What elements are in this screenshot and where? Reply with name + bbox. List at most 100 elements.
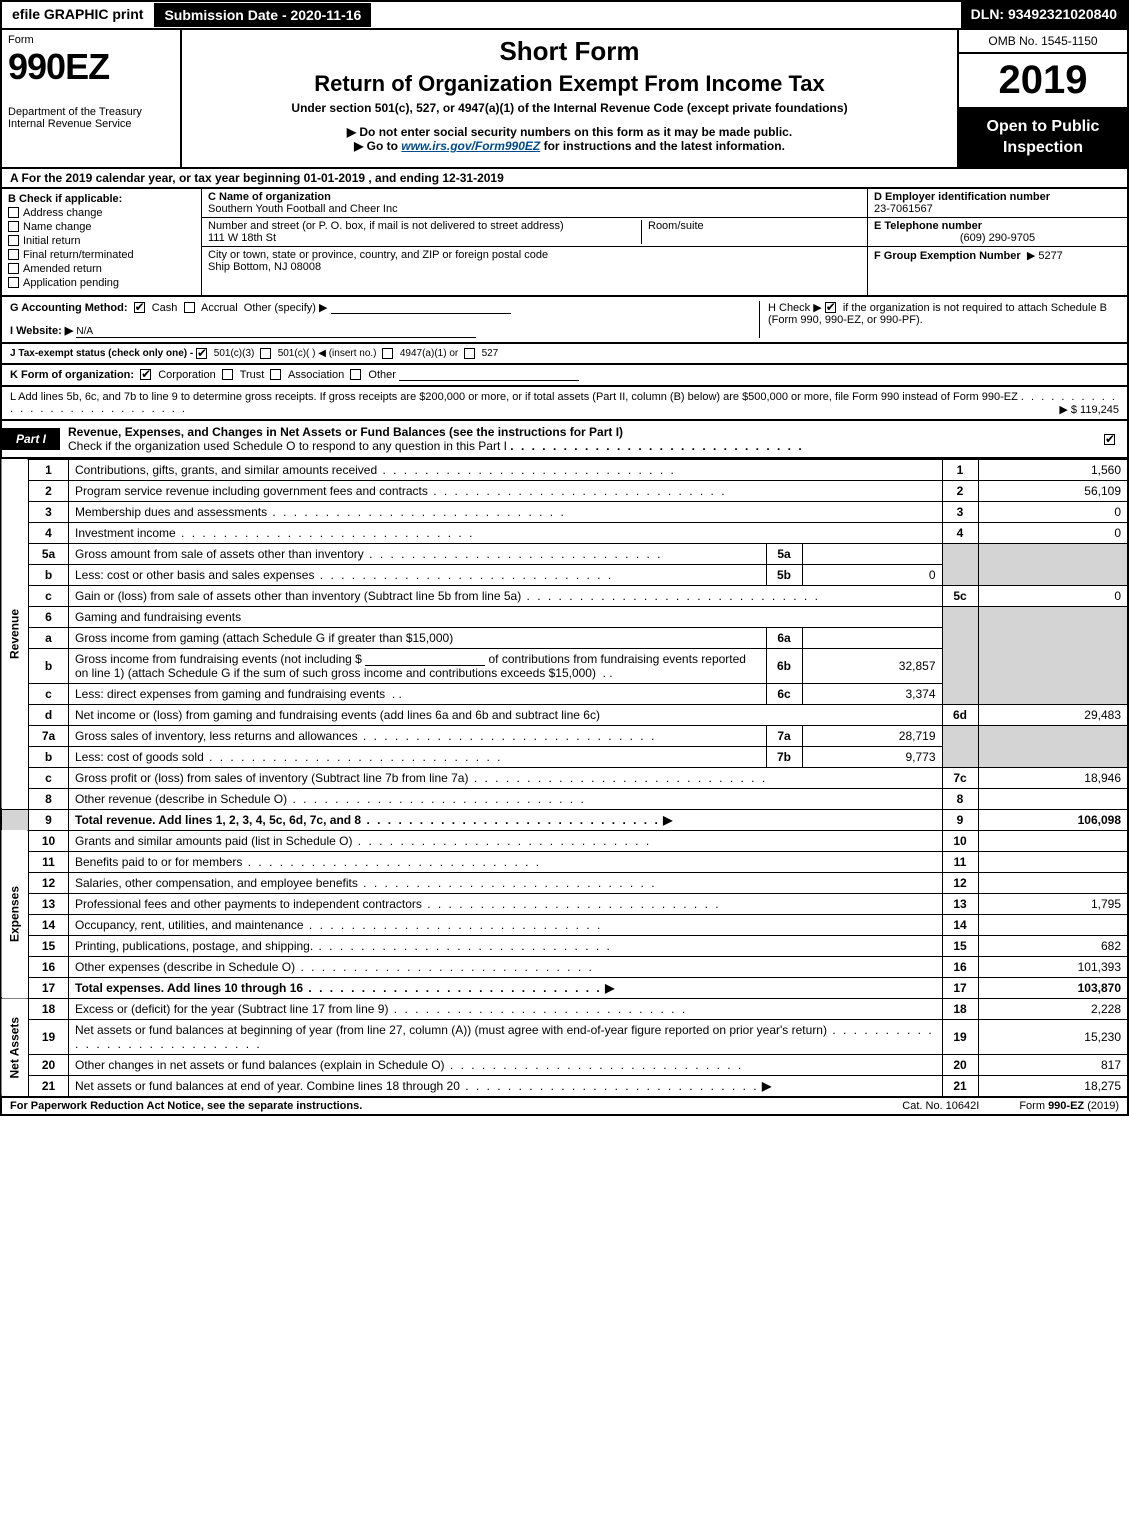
line-2-value: 56,109 [978, 480, 1128, 501]
other-method-field[interactable] [331, 313, 511, 314]
part1-header: Part I Revenue, Expenses, and Changes in… [0, 421, 1129, 459]
part1-table: Revenue 1 Contributions, gifts, grants, … [0, 459, 1129, 1098]
checkbox-501c[interactable] [260, 348, 271, 359]
org-name-value: Southern Youth Football and Cheer Inc [208, 203, 861, 215]
line-7b-value: 9,773 [802, 746, 942, 767]
line-6d-value: 29,483 [978, 704, 1128, 725]
omb-label: OMB No. 1545-1150 [959, 30, 1127, 54]
header-left: Form 990EZ Department of the Treasury In… [2, 30, 182, 167]
org-info-block: B Check if applicable: Address change Na… [0, 189, 1129, 297]
section-b-label: B Check if applicable: [8, 193, 195, 205]
efile-print-label[interactable]: efile GRAPHIC print [2, 2, 153, 28]
street-label: Number and street (or P. O. box, if mail… [208, 220, 641, 232]
section-g-label: G Accounting Method: [10, 302, 128, 314]
room-suite-label: Room/suite [641, 220, 861, 244]
section-b: B Check if applicable: Address change Na… [2, 189, 202, 295]
line-21-value: 18,275 [978, 1075, 1128, 1097]
netassets-side-label: Net Assets [1, 998, 29, 1097]
checkbox-cash[interactable] [134, 302, 145, 313]
checkbox-501c3[interactable] [196, 348, 207, 359]
line-7a-value: 28,719 [802, 725, 942, 746]
other-org-field[interactable] [399, 380, 579, 381]
line-5b-value: 0 [802, 564, 942, 585]
checkbox-address-change[interactable] [8, 207, 19, 218]
section-j-label: J Tax-exempt status (check only one) - [10, 348, 193, 359]
group-exempt-label: F Group Exemption Number [874, 250, 1021, 262]
dept-label: Department of the Treasury [8, 106, 174, 118]
goto-link-row: ▶ Go to www.irs.gov/Form990EZ for instru… [192, 139, 947, 153]
header-center: Short Form Return of Organization Exempt… [182, 30, 957, 167]
checkbox-accrual[interactable] [184, 302, 195, 313]
line-11-value [978, 851, 1128, 872]
phone-label: E Telephone number [874, 220, 1121, 232]
line-15-value: 682 [978, 935, 1128, 956]
line-18-value: 2,228 [978, 998, 1128, 1019]
top-bar: efile GRAPHIC print Submission Date - 20… [0, 0, 1129, 30]
form-header: Form 990EZ Department of the Treasury In… [0, 30, 1129, 169]
line-14-value [978, 914, 1128, 935]
checkbox-final-return[interactable] [8, 249, 19, 260]
section-j: J Tax-exempt status (check only one) - 5… [0, 344, 1129, 365]
checkbox-sched-b[interactable] [825, 302, 836, 313]
line-4-value: 0 [978, 522, 1128, 543]
line-16-value: 101,393 [978, 956, 1128, 977]
line-19-value: 15,230 [978, 1019, 1128, 1054]
open-public-label: Open to Public Inspection [959, 109, 1127, 167]
section-c: C Name of organization Southern Youth Fo… [202, 189, 867, 295]
checkbox-assoc[interactable] [270, 369, 281, 380]
return-title: Return of Organization Exempt From Incom… [192, 71, 947, 97]
header-right: OMB No. 1545-1150 2019 Open to Public In… [957, 30, 1127, 167]
checkbox-corp[interactable] [140, 369, 151, 380]
line-6b-value: 32,857 [802, 648, 942, 683]
line-8-value [978, 788, 1128, 809]
section-l-text: L Add lines 5b, 6c, and 7b to line 9 to … [10, 391, 1018, 403]
line-20-value: 817 [978, 1054, 1128, 1075]
form-number: 990EZ [8, 46, 174, 88]
checkbox-527[interactable] [464, 348, 475, 359]
phone-value: (609) 290-9705 [874, 232, 1121, 244]
section-gh: G Accounting Method: Cash Accrual Other … [0, 297, 1129, 344]
checkbox-amended[interactable] [8, 263, 19, 274]
section-k: K Form of organization: Corporation Trus… [0, 365, 1129, 387]
line-3-value: 0 [978, 501, 1128, 522]
submission-date-label: Submission Date - 2020-11-16 [153, 2, 372, 28]
irs-link[interactable]: www.irs.gov/Form990EZ [401, 139, 540, 153]
line-7c-value: 18,946 [978, 767, 1128, 788]
checkbox-name-change[interactable] [8, 221, 19, 232]
line-17-value: 103,870 [978, 977, 1128, 998]
section-h-text1: H Check ▶ [768, 302, 822, 314]
under-section-text: Under section 501(c), 527, or 4947(a)(1)… [192, 101, 947, 115]
section-l: L Add lines 5b, 6c, and 7b to line 9 to … [0, 387, 1129, 421]
line-13-value: 1,795 [978, 893, 1128, 914]
short-form-title: Short Form [192, 36, 947, 67]
ssn-warning: ▶ Do not enter social security numbers o… [192, 125, 947, 139]
ein-value: 23-7061567 [874, 203, 1121, 215]
line-5c-value: 0 [978, 585, 1128, 606]
part1-badge: Part I [2, 428, 60, 450]
group-exempt-value: ▶ 5277 [1027, 250, 1063, 262]
page-footer: For Paperwork Reduction Act Notice, see … [0, 1098, 1129, 1116]
tax-year-line: A For the 2019 calendar year, or tax yea… [0, 169, 1129, 189]
tax-year: 2019 [959, 54, 1127, 109]
street-value: 111 W 18th St [208, 232, 641, 244]
line-12-value [978, 872, 1128, 893]
revenue-side-label: Revenue [1, 459, 29, 809]
line-9-value: 106,098 [978, 809, 1128, 830]
section-h-text2: if the organization is not required to a… [843, 302, 1107, 314]
dln-label: DLN: 93492321020840 [961, 2, 1127, 28]
checkbox-pending[interactable] [8, 277, 19, 288]
checkbox-initial-return[interactable] [8, 235, 19, 246]
section-h-text3: (Form 990, 990-EZ, or 990-PF). [768, 314, 923, 326]
ein-label: D Employer identification number [874, 191, 1121, 203]
checkbox-4947[interactable] [382, 348, 393, 359]
section-k-label: K Form of organization: [10, 369, 134, 381]
org-name-label: C Name of organization [208, 191, 861, 203]
checkbox-schedule-o[interactable] [1104, 434, 1115, 445]
line-5a-value [802, 543, 942, 564]
line-1-value: 1,560 [978, 459, 1128, 480]
checkbox-other-org[interactable] [350, 369, 361, 380]
city-label: City or town, state or province, country… [208, 249, 861, 261]
irs-label: Internal Revenue Service [8, 118, 174, 130]
cat-no: Cat. No. 10642I [862, 1100, 1019, 1112]
checkbox-trust[interactable] [222, 369, 233, 380]
